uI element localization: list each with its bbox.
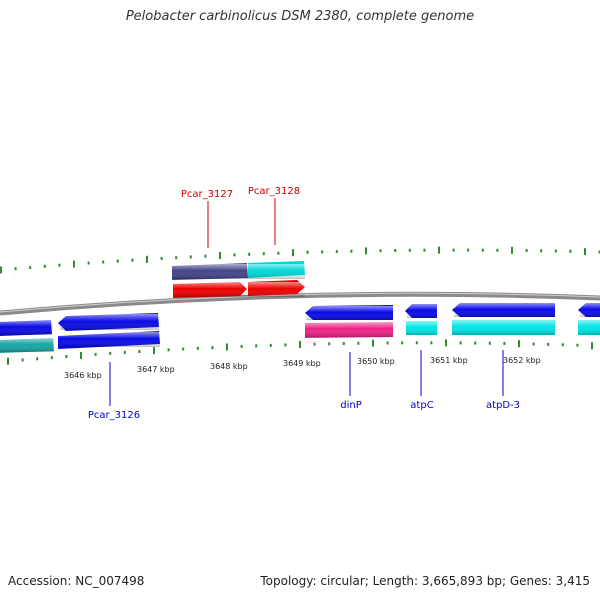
- genome-summary-text: Topology: circular; Length: 3,665,893 bp…: [260, 574, 590, 588]
- gene-label-pcar-3127[interactable]: Pcar_3127: [181, 189, 233, 200]
- outer-tick-track: [0, 246, 600, 274]
- gene-label-dinp[interactable]: dinP: [340, 400, 362, 411]
- gene-shading: [0, 264, 600, 352]
- scale-label: 3648 kbp: [210, 362, 248, 371]
- scale-label: 3650 kbp: [357, 357, 395, 366]
- gene-label-pcar-3126[interactable]: Pcar_3126: [88, 410, 140, 421]
- scale-label: 3651 kbp: [430, 356, 468, 365]
- inner-tick-track: [7, 339, 593, 365]
- scale-label: 3652 kbp: [503, 356, 541, 365]
- gene-label-atpc[interactable]: atpC: [410, 400, 433, 411]
- gene-label-atpd-3[interactable]: atpD-3: [486, 400, 520, 411]
- scale-label: 3646 kbp: [64, 371, 102, 380]
- scale-label: 3647 kbp: [137, 365, 175, 374]
- gene-label-pcar-3128[interactable]: Pcar_3128: [248, 186, 300, 197]
- accession-text: Accession: NC_007498: [8, 574, 145, 588]
- scale-label: 3649 kbp: [283, 359, 321, 368]
- genome-title: Pelobacter carbinolicus DSM 2380, comple…: [125, 9, 475, 24]
